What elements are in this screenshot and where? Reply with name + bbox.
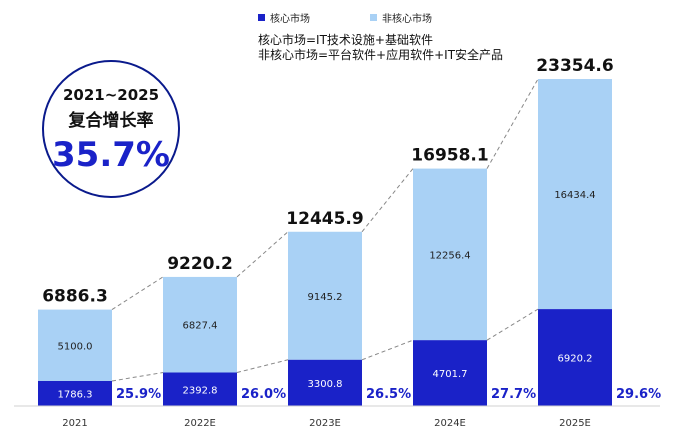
trend-total-0 [111,276,164,311]
core-share-2023E: 26.5% [366,387,411,402]
bar-core-2022E [163,372,237,406]
total-2025E: 23354.6 [536,56,613,76]
cagr-value: 35.7% [52,135,170,175]
x-tick-2025E: 2025E [559,418,591,429]
legend-swatch-core [258,14,265,21]
bar-noncore-2025E [538,79,612,310]
core-share-2025E: 29.6% [616,387,661,402]
label-noncore-2021: 5100.0 [58,341,93,352]
legend-item-core: 核心市场 [258,10,310,25]
bar-noncore-2023E [288,231,362,360]
total-2021: 6886.3 [42,287,108,307]
x-tick-2023E: 2023E [309,418,341,429]
label-core-2024E: 4701.7 [433,369,468,380]
total-2023E: 12445.9 [286,209,363,229]
total-2022E: 9220.2 [167,254,233,274]
core-share-2022E: 26.0% [241,387,286,402]
trend-core-2 [361,339,414,361]
bar-noncore-2021 [38,309,112,381]
bar-noncore-2024E [413,168,487,341]
bar-core-2025E [538,309,612,406]
note-noncore-definition: 非核心市场=平台软件+应用软件+IT安全产品 [258,48,504,62]
label-core-2022E: 2392.8 [183,385,218,396]
label-noncore-2022E: 6827.4 [183,321,218,332]
trend-core-1 [236,359,289,373]
label-noncore-2024E: 12256.4 [429,250,470,261]
legend: 核心市场 非核心市场 [258,10,432,25]
x-tick-2021: 2021 [62,418,87,429]
cagr-label: 复合增长率 [68,111,154,131]
trend-total-2 [361,168,414,233]
core-share-2024E: 27.7% [491,387,536,402]
x-tick-2024E: 2024E [434,418,466,429]
definition-notes: 核心市场=IT技术设施+基础软件 非核心市场=平台软件+应用软件+IT安全产品 [258,33,503,63]
bar-core-2024E [413,340,487,406]
bar-noncore-2022E [163,276,237,373]
core-share-2021: 25.9% [116,387,161,402]
label-noncore-2023E: 9145.2 [308,292,343,303]
legend-swatch-noncore [370,14,377,21]
total-2024E: 16958.1 [411,146,488,166]
trend-core-0 [111,372,164,382]
legend-item-noncore: 非核心市场 [370,10,432,25]
label-core-2021: 1786.3 [58,389,93,400]
trend-core-3 [486,308,539,341]
x-tick-2022E: 2022E [184,418,216,429]
trend-total-3 [486,78,539,169]
label-noncore-2025E: 16434.4 [554,190,595,201]
cagr-period: 2021~2025 [62,86,160,104]
legend-label-core: 核心市场 [270,14,310,25]
note-core-definition: 核心市场=IT技术设施+基础软件 [258,33,433,47]
cagr-circle: 2021~2025 复合增长率 35.7% [42,60,180,198]
bar-core-2021 [38,380,112,406]
label-core-2023E: 3300.8 [308,379,343,390]
legend-label-noncore: 非核心市场 [382,14,432,25]
trend-total-1 [236,231,289,278]
label-core-2025E: 6920.2 [558,354,593,365]
bar-core-2023E [288,359,362,406]
